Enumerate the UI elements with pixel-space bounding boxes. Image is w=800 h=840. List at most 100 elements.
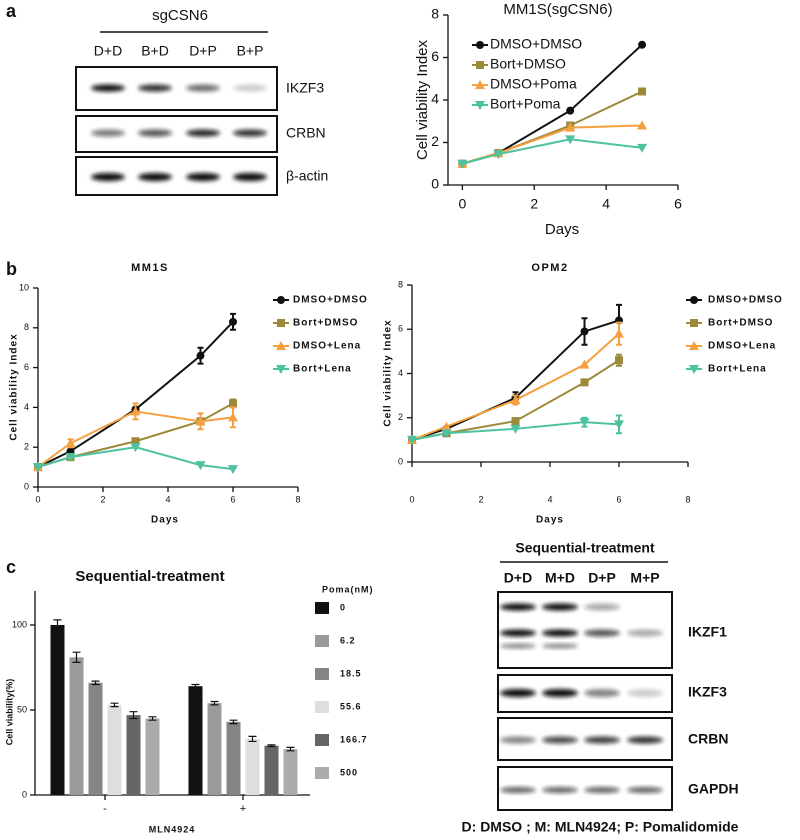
marker [33,463,43,473]
blot-band [91,129,125,137]
panel-label: c [6,557,16,577]
x-tick-label: 4 [602,196,610,212]
legend-label: DMSO+DMSO [293,295,368,306]
error-bar [191,683,200,689]
blot-band [584,629,620,637]
blot-band [500,787,536,793]
blot-band [627,787,663,793]
legend-swatch [315,668,329,680]
blot-band [542,736,578,744]
blot-band [542,787,578,793]
marker [130,406,141,416]
blot-band [138,84,172,92]
blot-band [91,84,125,92]
y-tick-label: 8 [431,6,439,22]
blot-band [627,689,663,697]
lane-label: D+D [94,43,122,59]
legend-marker [475,80,485,89]
blot-band [500,643,536,649]
blot-band [500,736,536,744]
legend-marker [277,319,285,327]
blot-band [233,129,267,137]
x-axis-label: Days [545,221,579,238]
blot-band [542,629,578,637]
marker [441,421,452,431]
lane-label: M+D [545,570,575,586]
y-tick-label: 10 [19,282,29,292]
blot-band [584,787,620,793]
error-bar [53,619,62,631]
x-tick-label: 2 [100,494,105,504]
marker [130,443,141,453]
x-tick-label: 0 [409,494,414,504]
marker [580,378,589,387]
marker [195,461,206,471]
marker [131,437,140,446]
legend-swatch [315,635,329,647]
y-tick-label: 6 [24,362,29,372]
legend-label: Bort+Lena [708,364,767,375]
marker [579,359,590,369]
blot-band [186,84,220,92]
protein-label: GAPDH [688,781,739,797]
error-bar [148,716,157,721]
blot-band [186,173,220,181]
marker [580,327,589,336]
bar [207,703,222,795]
marker [565,135,576,145]
x-tick-label: 8 [685,494,690,504]
blot-band [627,736,663,744]
bar [107,704,122,795]
blot-band [186,129,220,137]
bar [283,749,298,795]
blot-band [542,603,578,611]
lane-label: D+D [504,570,532,586]
marker [195,416,206,426]
legend-marker [689,365,699,374]
legend-label: DMSO+DMSO [708,295,783,306]
x-tick-label: + [240,803,246,815]
x-tick-label: - [103,803,107,815]
marker [229,317,237,326]
y-tick-label: 8 [24,322,29,332]
lane-label: M+P [630,570,659,586]
legend-label: Bort+Lena [293,364,352,375]
blot-band [584,689,620,697]
x-tick-label: 8 [295,494,300,504]
y-tick-label: 4 [24,402,29,412]
chart-title: MM1S [131,262,169,274]
bar [88,682,103,795]
marker [637,143,648,153]
blot-band [233,173,267,181]
y-tick-label: 4 [398,368,403,378]
bar [69,657,84,795]
y-tick-label: 2 [398,412,403,422]
y-axis-label: Cell viability Index [9,333,20,440]
y-tick-label: 6 [431,48,439,64]
legend-label: 18.5 [340,668,362,678]
y-tick-label: 4 [431,91,439,107]
series [33,402,238,472]
chart-title: OPM2 [531,262,568,274]
y-tick-label: 0 [22,789,27,799]
lane-label: B+D [141,43,169,59]
protein-label: CRBN [286,125,326,141]
marker [65,453,76,463]
bar [226,721,241,795]
y-tick-label: 0 [431,176,439,192]
x-axis-label: Days [536,515,564,526]
footnote: D: DMSO ; M: MLN4924; P: Pomalidomide [462,819,739,835]
marker [614,420,624,430]
legend-marker [276,365,286,374]
legend-label: DMSO+Lena [293,341,361,352]
legend-marker [475,101,485,110]
series-line [462,138,643,165]
y-axis-label: Cell viability Index [383,319,394,426]
marker [638,87,647,96]
error-bar [110,702,119,708]
marker [614,328,624,338]
marker [407,435,417,445]
marker [493,150,504,160]
bar [245,738,260,795]
